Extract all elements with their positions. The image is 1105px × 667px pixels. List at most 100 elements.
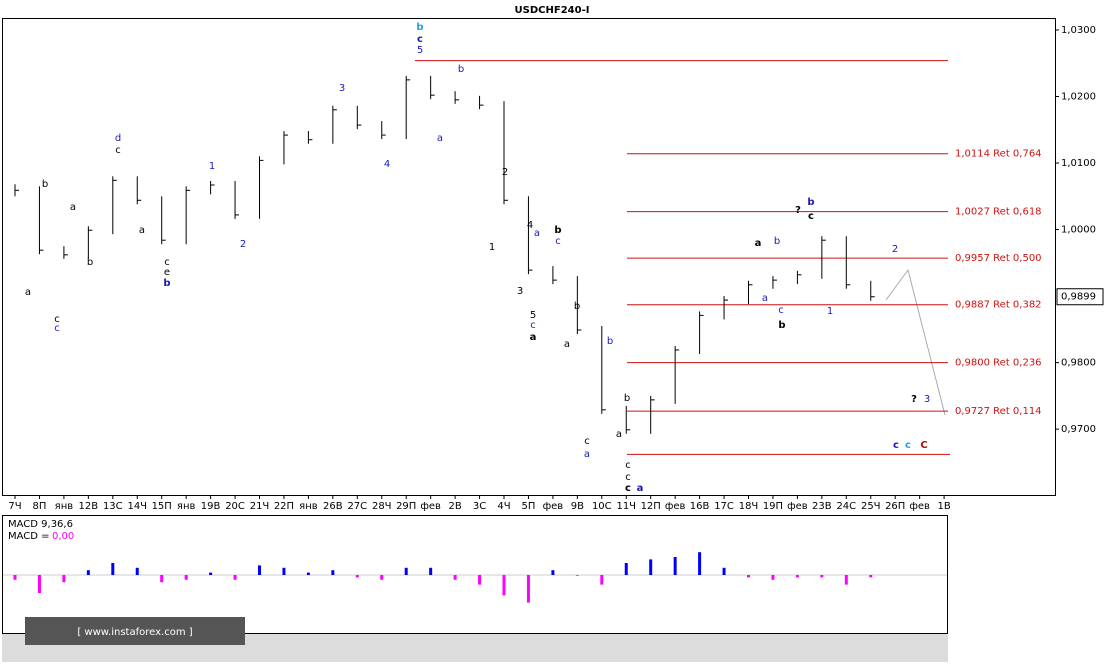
wave-label: a: [584, 449, 590, 460]
forecast-path: [885, 268, 946, 416]
x-tick-label: 18Ч: [739, 501, 759, 512]
macd-bar: [575, 575, 579, 576]
wave-label: c: [808, 211, 814, 222]
macd-bar: [478, 575, 482, 585]
price-bar: [821, 236, 826, 279]
x-tick-label: 5П: [522, 501, 536, 512]
x-tick-label: янв: [299, 501, 318, 512]
price-bar: [87, 226, 93, 259]
x-tick-label: 20С: [225, 501, 245, 512]
macd-bar: [306, 572, 310, 575]
x-tick-label: 28Ч: [372, 501, 392, 512]
macd-bar: [111, 563, 115, 575]
wave-label: b: [624, 393, 630, 404]
macd-bar: [135, 567, 139, 575]
macd-bar: [233, 575, 237, 580]
price-tag-label: 0,9899: [1061, 292, 1096, 303]
x-tick-label: 19П: [763, 501, 783, 512]
x-tick-label: 4Ч: [497, 501, 510, 512]
x-tick-label: 24С: [836, 501, 856, 512]
price-bar: [845, 236, 851, 289]
price-bar: [381, 121, 386, 140]
x-tick-label: 12В: [79, 501, 99, 512]
macd-bar: [209, 572, 213, 575]
price-bar: [430, 75, 435, 100]
price-bar: [870, 280, 875, 301]
price-bar: [14, 184, 19, 197]
wave-label: a: [762, 293, 768, 304]
x-tick-label: фев: [543, 501, 564, 512]
x-tick-label: фев: [420, 501, 441, 512]
macd-bar: [453, 575, 457, 580]
wave-label: C: [920, 440, 927, 451]
macd-bar: [502, 575, 506, 596]
y-tick-label: 0,9700: [1061, 424, 1096, 435]
wave-label: c: [417, 34, 423, 45]
wave-label: a: [530, 332, 537, 343]
price-bar: [527, 196, 533, 275]
macd-bar: [258, 565, 261, 575]
macd-bar: [86, 570, 90, 575]
x-tick-label: 12П: [641, 501, 661, 512]
x-tick-label: 8П: [33, 501, 47, 512]
wave-label: a: [25, 287, 31, 298]
wave-label: b: [778, 320, 785, 331]
fib-label: 1,0114 Ret 0,764: [955, 149, 1042, 160]
watermark: [ www.instaforex.com ]: [77, 627, 192, 638]
price-bar: [601, 326, 606, 414]
fib-label: 0,9727 Ret 0,114: [955, 406, 1042, 417]
wave-label: c: [625, 483, 631, 494]
macd-bar: [13, 575, 17, 580]
x-tick-label: 13С: [103, 501, 123, 512]
macd-bar: [282, 567, 286, 575]
wave-label: 3: [924, 394, 930, 405]
wave-label: 1: [489, 242, 495, 253]
x-tick-label: 14Ч: [127, 501, 147, 512]
price-bar: [748, 280, 753, 305]
wave-label: e: [164, 267, 170, 278]
price-bar: [454, 91, 460, 104]
x-tick-label: 22П: [274, 501, 294, 512]
wave-label: 3: [517, 286, 523, 297]
price-bar: [332, 105, 337, 144]
macd-bar: [649, 559, 653, 575]
wave-label: b: [807, 197, 814, 208]
wave-label: 2: [502, 167, 508, 178]
macd-bar: [404, 567, 408, 575]
macd-bar: [795, 575, 799, 578]
wave-label: c: [555, 236, 561, 247]
wave-label: b: [163, 278, 170, 289]
x-tick-label: 26П: [885, 501, 905, 512]
wave-label: c: [584, 436, 590, 447]
wave-label: a: [637, 483, 644, 494]
macd-bar: [551, 570, 555, 575]
price-bar: [479, 95, 484, 110]
x-tick-label: 26В: [323, 501, 343, 512]
wave-label: a: [139, 225, 145, 236]
macd-bar: [869, 575, 873, 578]
macd-bar: [429, 567, 433, 575]
macd-bar: [722, 567, 726, 575]
wave-label: c: [893, 440, 899, 451]
wave-label: a: [755, 238, 762, 249]
price-tag: [1056, 288, 1104, 306]
wave-label: c: [54, 323, 60, 334]
wave-label: 4: [384, 159, 390, 170]
wave-label: a: [437, 133, 443, 144]
x-tick-label: фев: [909, 501, 930, 512]
price-bar: [283, 131, 288, 165]
price-bar: [650, 395, 655, 434]
wave-label: b: [607, 336, 613, 347]
price-bar: [674, 345, 680, 404]
y-tick-label: 1,0200: [1061, 92, 1096, 103]
macd-bar: [160, 575, 164, 583]
x-tick-label: 25Ч: [861, 501, 881, 512]
macd-bar: [37, 575, 41, 593]
x-tick-label: 16В: [690, 501, 710, 512]
wave-label: 5: [530, 310, 536, 321]
x-tick-label: 1В: [937, 501, 950, 512]
wave-label: 2: [240, 239, 246, 250]
macd-bar: [331, 570, 335, 575]
x-tick-label: 19В: [201, 501, 221, 512]
macd-bar: [184, 575, 188, 580]
